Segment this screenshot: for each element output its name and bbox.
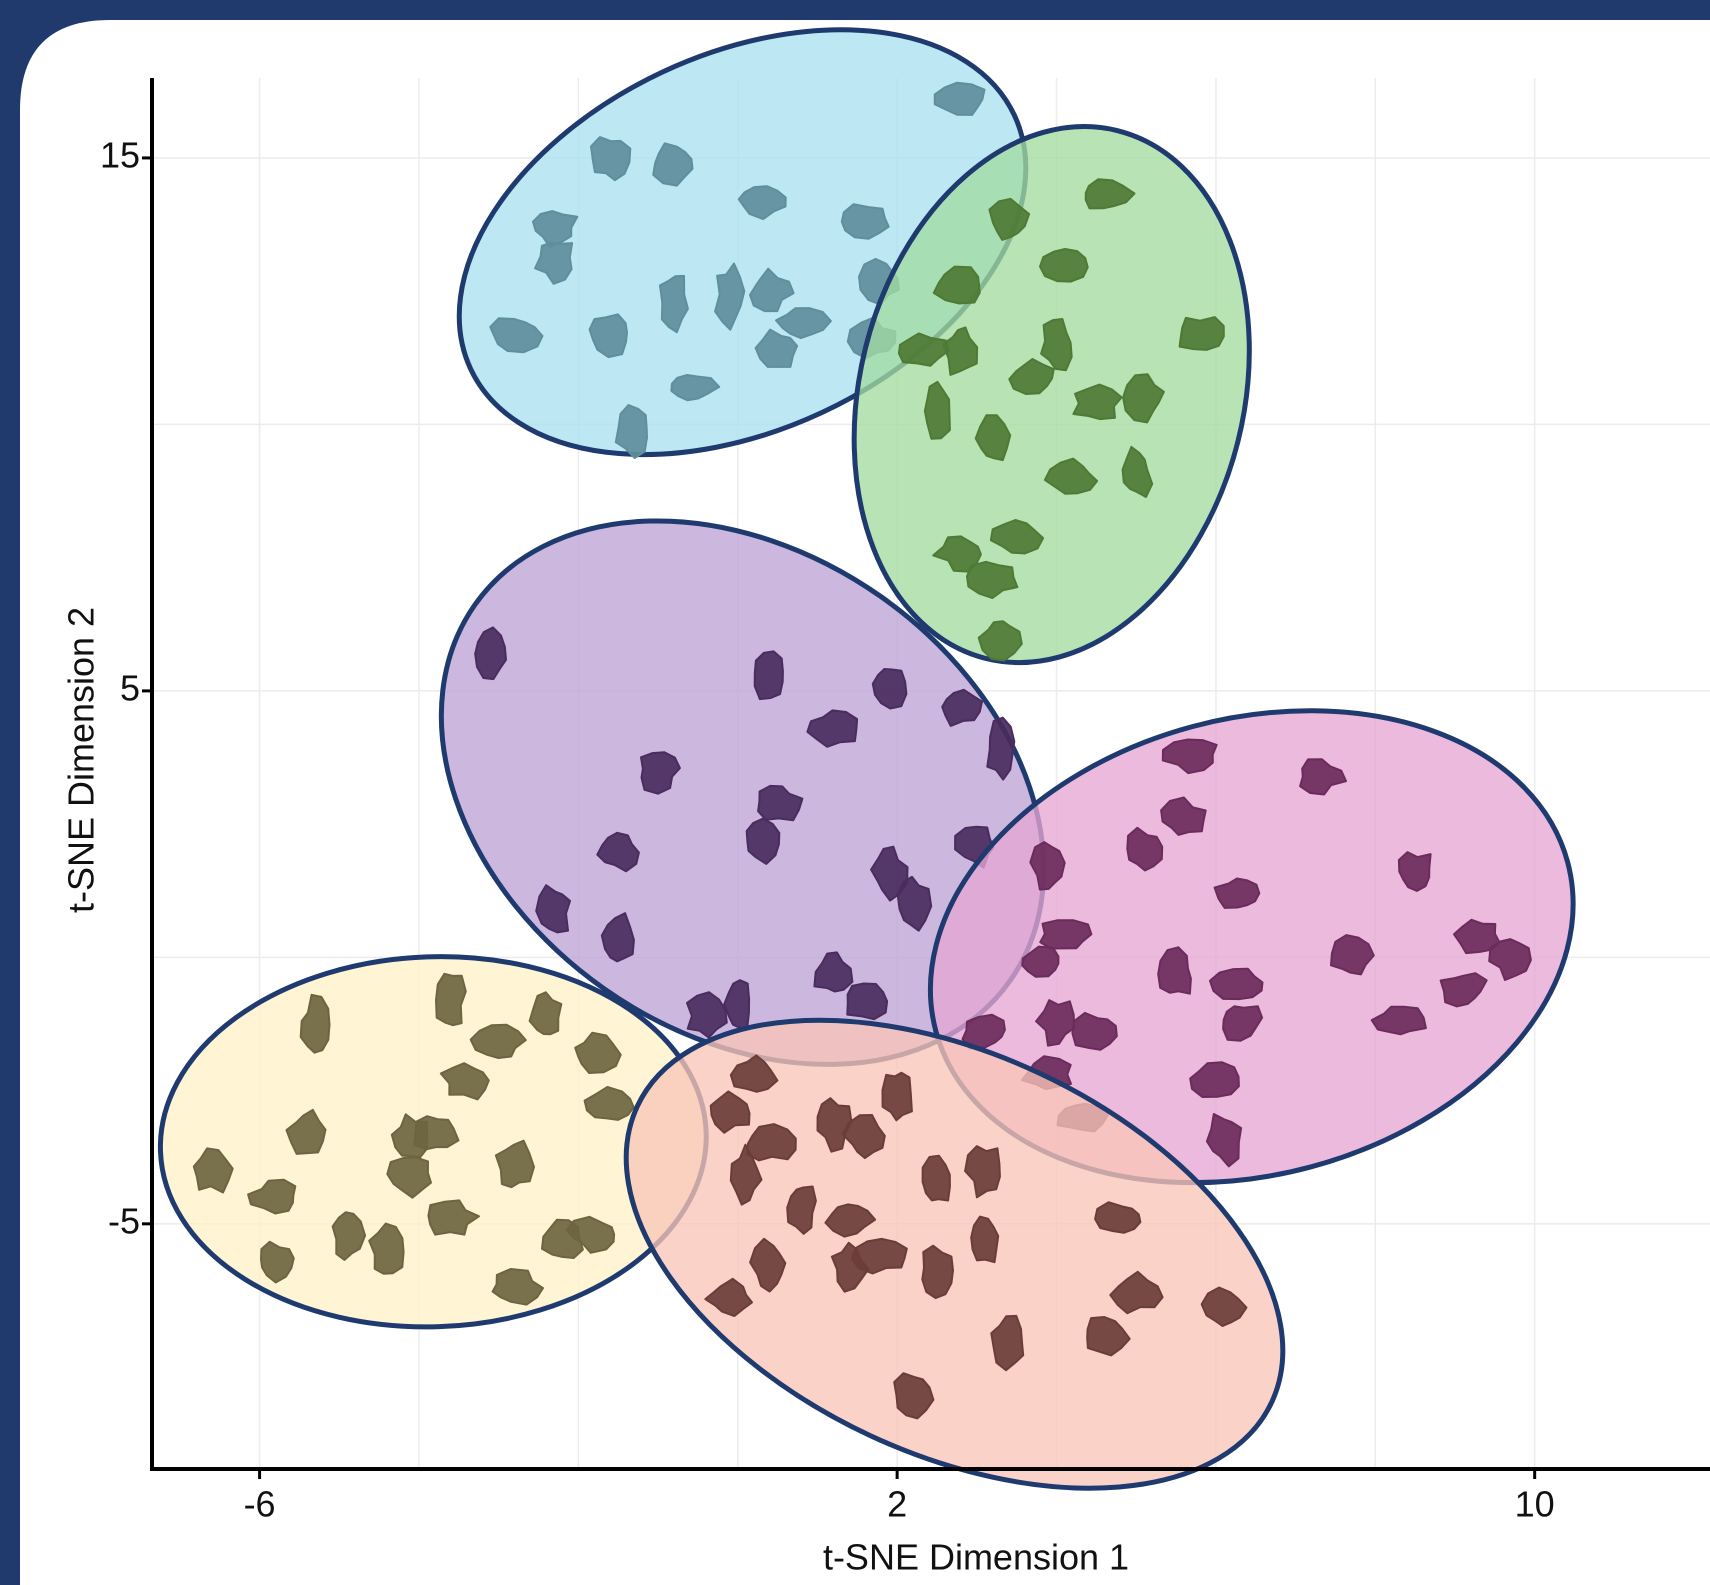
y-tick-label: 5 <box>120 667 140 708</box>
page: {"chart_data": { "type": "scatter", "x_l… <box>0 0 1710 1585</box>
y-tick-label: -5 <box>108 1200 140 1241</box>
point <box>436 974 466 1025</box>
x-tick-label: 2 <box>887 1484 907 1525</box>
x-tick-label: 10 <box>1515 1484 1555 1525</box>
point <box>755 651 783 699</box>
point <box>847 984 887 1020</box>
x-tick-label: -6 <box>244 1484 276 1525</box>
point <box>1180 317 1224 350</box>
y-axis-label: t-SNE Dimension 2 <box>61 607 102 913</box>
y-tick-label: 15 <box>100 134 140 175</box>
chart: t-SNE Dimension 1 t-SNE Dimension 2 -6 2 1… <box>0 0 1710 1585</box>
x-axis-label: t-SNE Dimension 1 <box>823 1537 1129 1578</box>
